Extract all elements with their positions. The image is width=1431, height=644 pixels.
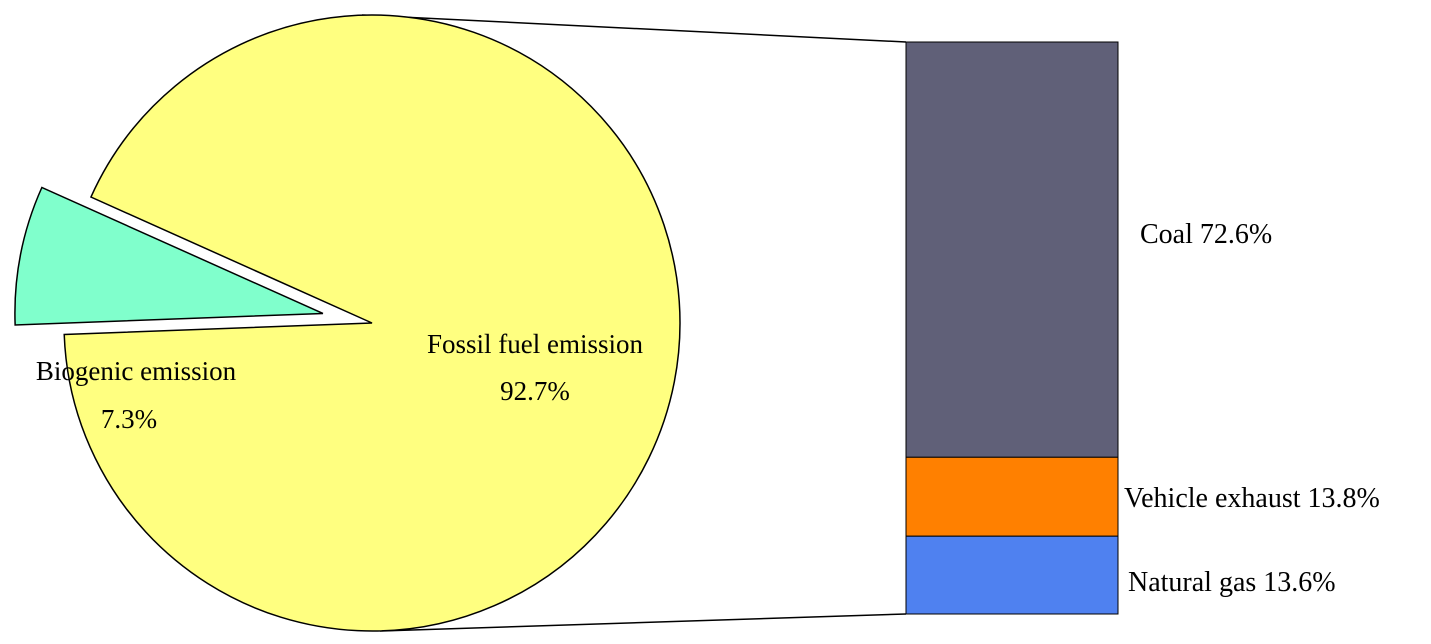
bar-segment-coal [905, 41, 1119, 458]
pie-slice-biogenic [14, 186, 324, 326]
pie-label-biogenic: Biogenic emission [36, 356, 237, 386]
bar-segment-vehicle-exhaust [905, 456, 1119, 537]
stacked-bar-chart [905, 41, 1119, 615]
connector-lines [361, 14, 907, 632]
pie-label-fossil-fuel: Fossil fuel emission [427, 329, 644, 359]
pie-chart [14, 14, 681, 632]
connector-line-top [361, 14, 907, 43]
bar-label-vehicle-exhaust: Vehicle exhaust 13.8% [1124, 483, 1380, 514]
bar-segment-natural-gas [905, 535, 1119, 615]
bar-label-coal: Coal 72.6% [1140, 219, 1272, 250]
connector-line-bottom [379, 613, 907, 632]
pie-value-biogenic: 7.3% [101, 404, 157, 434]
pie-slice-fossil-fuel [63, 14, 681, 632]
pie-value-fossil-fuel: 92.7% [500, 376, 570, 406]
bar-label-natural-gas: Natural gas 13.6% [1128, 567, 1336, 598]
